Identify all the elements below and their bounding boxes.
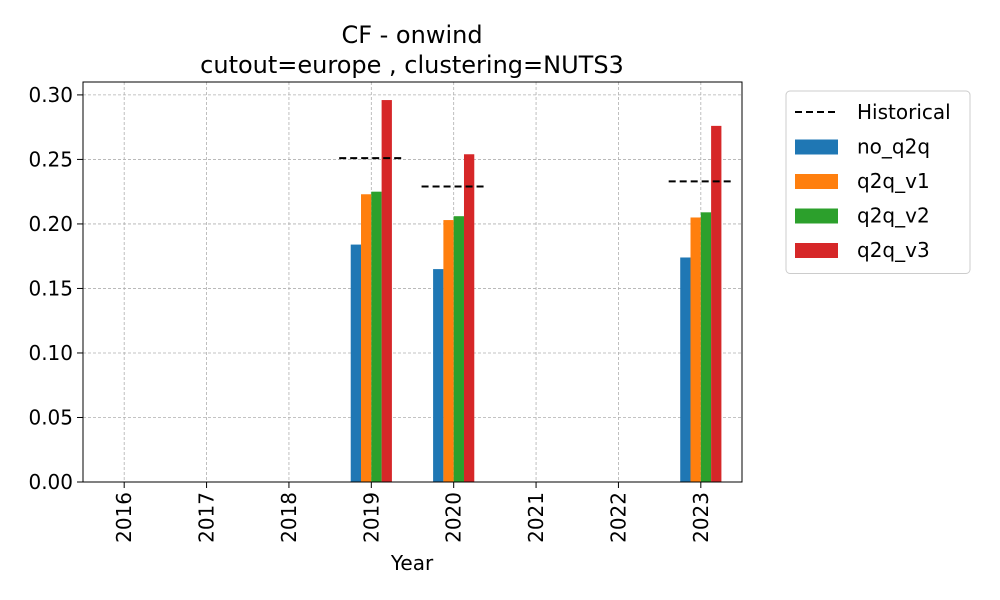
bar-no_q2q-2019 — [350, 244, 362, 482]
y-tick-label: 0.05 — [28, 405, 73, 429]
y-tick-label: 0.20 — [28, 212, 73, 236]
bars — [350, 100, 722, 483]
legend: Historical no_q2q q2q_v1 q2q_v2 q2q_v3 — [785, 90, 971, 274]
bar-q2q_v1-2023 — [690, 217, 701, 482]
x-tick-label: 2021 — [524, 492, 548, 543]
bar-q2q_v2-2020 — [453, 216, 464, 482]
legend-swatch-q2q_v2 — [795, 208, 838, 224]
bar-q2q_v1-2019 — [361, 194, 372, 483]
y-tick-label: 0.30 — [28, 83, 73, 107]
legend-swatch-no_q2q — [795, 139, 838, 155]
legend-label: q2q_v2 — [857, 204, 930, 228]
y-axis: 0.00 0.05 0.10 0.15 0.20 0.25 0.30 — [28, 83, 83, 494]
legend-label: q2q_v3 — [857, 238, 930, 262]
y-tick-label: 0.00 — [28, 470, 73, 494]
bar-q2q_v1-2020 — [443, 220, 454, 482]
legend-frame — [785, 90, 971, 274]
bar-q2q_v2-2019 — [371, 191, 382, 482]
x-tick-label: 2023 — [689, 492, 713, 543]
x-axis-label: Year — [390, 551, 434, 575]
legend-label: q2q_v1 — [857, 169, 930, 193]
legend-swatch-q2q_v3 — [795, 243, 838, 258]
grid — [83, 82, 742, 483]
x-tick-label: 2018 — [277, 492, 301, 543]
y-tick-label: 0.10 — [28, 341, 73, 365]
x-tick-label: 2019 — [359, 492, 383, 543]
x-tick-label: 2020 — [442, 492, 466, 543]
bar-q2q_v3-2019 — [381, 100, 392, 482]
plot-frame — [82, 81, 743, 483]
y-tick-label: 0.25 — [28, 147, 73, 171]
bar-q2q_v3-2023 — [711, 125, 722, 482]
legend-label: Historical — [857, 100, 951, 124]
x-axis: 2016 2017 2018 2019 2020 2021 2022 2023 — [112, 482, 713, 543]
x-tick-label: 2022 — [606, 492, 630, 543]
chart-title: CF - onwind — [341, 21, 482, 49]
chart-subtitle: cutout=europe , clustering=NUTS3 — [200, 51, 624, 79]
y-tick-label: 0.15 — [28, 276, 73, 300]
bar-no_q2q-2020 — [433, 269, 444, 482]
x-tick-label: 2017 — [195, 492, 219, 543]
legend-label: no_q2q — [857, 135, 930, 159]
bar-q2q_v3-2020 — [463, 154, 475, 483]
bar-q2q_v2-2023 — [700, 212, 712, 483]
bar-no_q2q-2023 — [680, 257, 691, 482]
x-tick-label: 2016 — [112, 492, 136, 543]
legend-swatch-q2q_v1 — [795, 174, 838, 189]
